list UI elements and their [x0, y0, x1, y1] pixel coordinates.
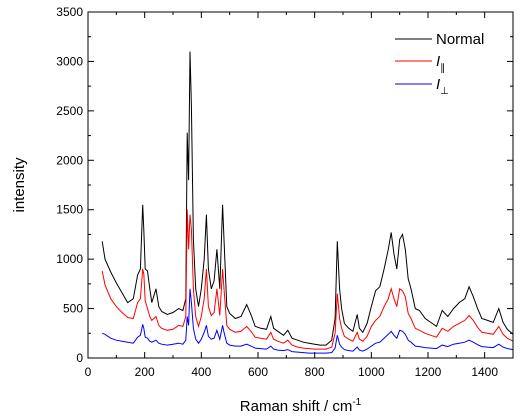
x-tick-label: 1200	[415, 365, 442, 379]
x-tick-label: 1400	[471, 365, 498, 379]
x-tick-label: 1000	[358, 365, 385, 379]
series-line-1	[101, 209, 514, 350]
x-tick-label: 200	[135, 365, 155, 379]
legend-label-0: Normal	[436, 31, 484, 48]
series-layer	[101, 51, 514, 354]
y-tick-label: 2000	[56, 153, 83, 167]
x-axis-title: Raman shift / cm-1	[240, 397, 362, 415]
y-tick-label: 1500	[56, 203, 83, 217]
y-axis-title: intensity	[11, 157, 28, 213]
x-tick-label: 400	[191, 365, 211, 379]
y-axis: 0 500 1000 1500 2000 2500 3000 3500	[56, 5, 513, 365]
x-axis-title-superscript: -1	[352, 397, 361, 408]
x-axis: 0 200 400 600 800 1000 1200 1400	[85, 12, 498, 379]
x-tick-label: 800	[305, 365, 325, 379]
y-tick-label: 1000	[56, 252, 83, 266]
legend-label-2: I⊥	[436, 76, 449, 97]
y-tick-label: 3500	[56, 5, 83, 19]
legend: Normal I∥I⊥	[395, 31, 484, 97]
x-tick-label: 600	[248, 365, 268, 379]
x-tick-label: 0	[85, 365, 92, 379]
y-tick-label: 2500	[56, 104, 83, 118]
series-line-0	[101, 51, 514, 346]
series-line-2	[102, 288, 514, 354]
y-tick-label: 0	[76, 351, 83, 365]
legend-label-1: I∥	[436, 53, 445, 74]
y-tick-label: 3000	[56, 54, 83, 68]
y-tick-label: 500	[63, 302, 83, 316]
